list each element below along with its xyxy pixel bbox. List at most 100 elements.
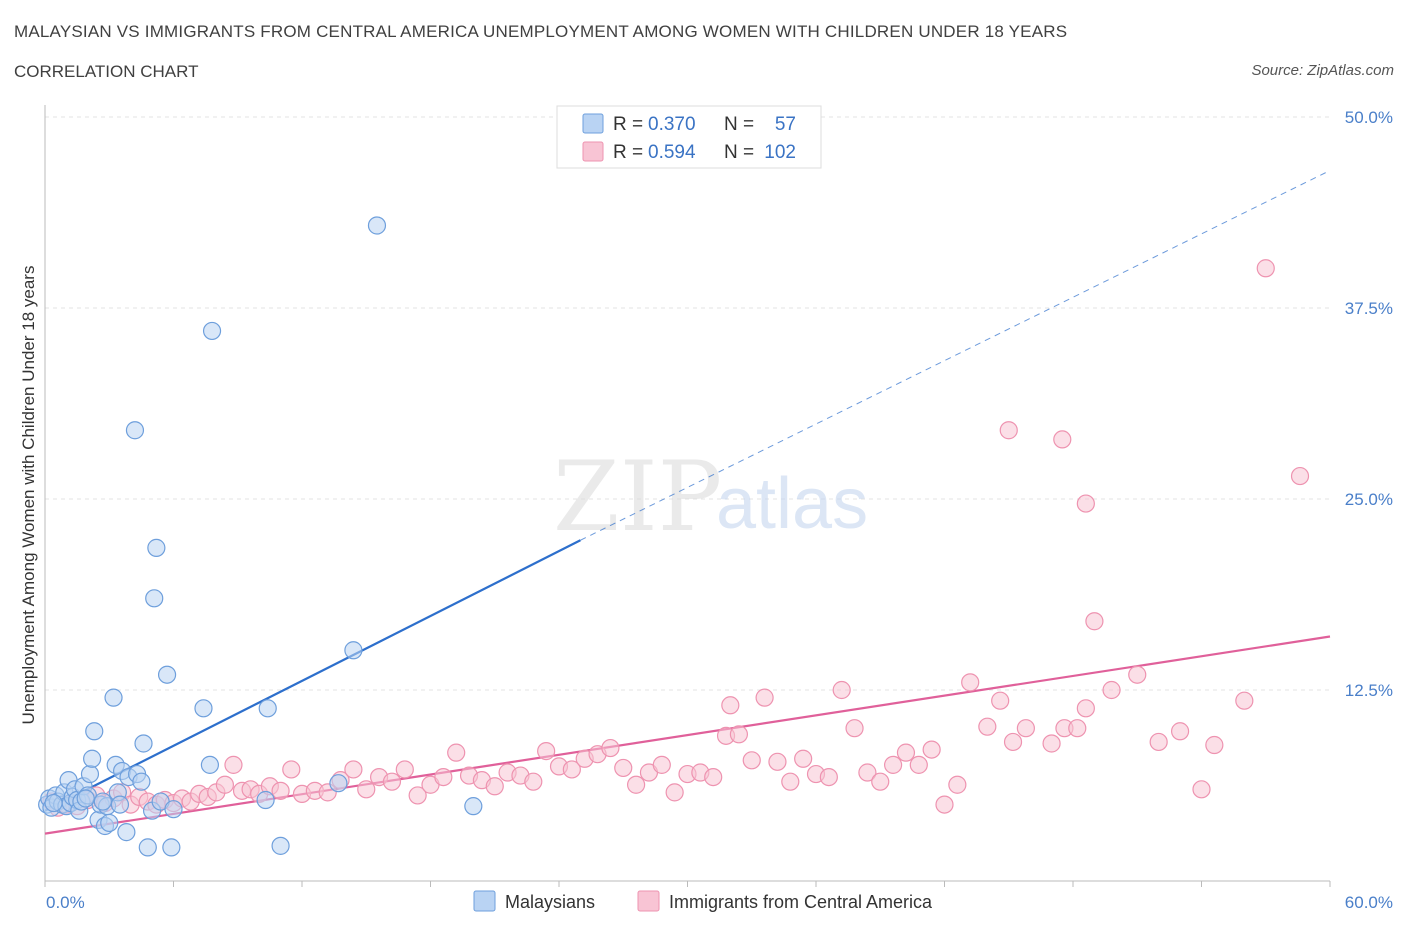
central-america-point bbox=[1076, 699, 1095, 718]
central-america-point bbox=[883, 755, 903, 774]
legend-r-value-malaysians: 0.370 bbox=[648, 114, 696, 135]
central-america-point bbox=[729, 725, 749, 744]
y-tick-label: 12.5% bbox=[1345, 681, 1393, 700]
y-tick-label: 25.0% bbox=[1345, 490, 1393, 509]
legend-r-label-malaysians: R = bbox=[613, 114, 643, 135]
central-america-point bbox=[271, 781, 290, 800]
central-america-point bbox=[781, 772, 800, 791]
malaysian-point bbox=[344, 641, 363, 660]
central-america-point bbox=[1102, 680, 1121, 700]
central-america-point bbox=[948, 775, 967, 794]
central-america-point bbox=[224, 755, 243, 774]
central-america-point bbox=[1149, 732, 1168, 752]
grid-layer: 12.5% 25.0% 37.5% 50.0% bbox=[45, 108, 1393, 700]
central-america-point bbox=[215, 775, 234, 794]
central-america-point bbox=[1205, 735, 1224, 755]
correlation-legend: R = 0.370 N = 57 R = 0.594 N = 102 bbox=[556, 105, 822, 169]
malaysian-point bbox=[76, 789, 95, 808]
malaysian-point bbox=[145, 589, 164, 608]
malaysian-point bbox=[110, 795, 130, 814]
malaysian-point bbox=[258, 699, 277, 718]
central-america-point bbox=[382, 772, 402, 791]
legend-n-value-malaysians: 57 bbox=[775, 114, 796, 135]
malaysian-point bbox=[164, 800, 183, 819]
series-legend: Malaysians Immigrants from Central Ameri… bbox=[473, 890, 933, 912]
central-america-point bbox=[1128, 665, 1147, 684]
series-legend-swatch-central-america bbox=[637, 890, 660, 912]
central-america-point bbox=[845, 719, 864, 738]
central-america-point bbox=[832, 680, 851, 700]
central-america-point bbox=[537, 742, 556, 761]
malaysian-point bbox=[200, 755, 220, 774]
malaysian-point bbox=[134, 734, 153, 753]
malaysian-trend-extension bbox=[580, 170, 1331, 541]
legend-swatch-central-america bbox=[582, 141, 604, 162]
malaysian-point bbox=[256, 790, 275, 810]
central-america-point bbox=[922, 740, 941, 759]
central-america-point bbox=[704, 767, 723, 787]
y-tick-label: 50.0% bbox=[1345, 108, 1393, 127]
malaysian-point bbox=[117, 823, 136, 842]
malaysian-point bbox=[194, 699, 213, 718]
central-america-point bbox=[665, 783, 684, 802]
central-america-point bbox=[991, 691, 1010, 710]
y-axis-title: Unemployment Among Women with Children U… bbox=[19, 266, 38, 725]
malaysian-point bbox=[464, 797, 483, 816]
legend-n-value-central-america: 102 bbox=[764, 142, 796, 163]
central-america-point bbox=[395, 760, 414, 779]
malaysian-point bbox=[271, 836, 290, 855]
central-america-point bbox=[755, 688, 774, 707]
malaysian-point bbox=[85, 722, 104, 741]
central-america-point bbox=[721, 696, 740, 715]
legend-r-value-central-america: 0.594 bbox=[648, 142, 696, 163]
central-america-point bbox=[1053, 430, 1072, 449]
central-america-point bbox=[601, 738, 620, 758]
central-america-point bbox=[742, 751, 761, 770]
malaysian-point bbox=[80, 764, 100, 784]
central-america-point bbox=[1076, 494, 1095, 513]
central-america-point bbox=[871, 772, 890, 791]
central-america-point bbox=[524, 772, 543, 791]
central-america-point bbox=[1235, 691, 1254, 710]
central-america-point bbox=[768, 752, 787, 771]
malaysian-point bbox=[83, 749, 102, 768]
legend-swatch-malaysians bbox=[582, 113, 604, 134]
data-points bbox=[38, 216, 1310, 857]
central-america-point bbox=[1068, 719, 1087, 738]
central-america-point bbox=[447, 743, 466, 762]
watermark: ZIP atlas bbox=[553, 441, 868, 553]
malaysian-point bbox=[157, 665, 177, 684]
central-america-point bbox=[1042, 734, 1061, 753]
chart-subtitle: CORRELATION CHART bbox=[14, 62, 199, 81]
central-america-point bbox=[1290, 466, 1310, 486]
malaysian-point bbox=[100, 813, 119, 833]
central-america-point bbox=[626, 775, 646, 794]
malaysian-point bbox=[162, 838, 181, 857]
malaysian-point bbox=[202, 321, 222, 341]
watermark-zip: ZIP bbox=[553, 441, 722, 553]
central-america-point bbox=[935, 795, 954, 814]
axis-layer bbox=[44, 105, 1331, 887]
malaysian-point bbox=[147, 538, 166, 557]
malaysian-point bbox=[125, 421, 145, 440]
y-tick-label: 37.5% bbox=[1345, 299, 1393, 318]
legend-r-label-central-america: R = bbox=[613, 142, 643, 163]
central-america-point bbox=[1170, 722, 1190, 741]
central-america-point bbox=[1085, 612, 1104, 631]
central-america-point bbox=[794, 749, 813, 768]
malaysian-point bbox=[93, 792, 112, 811]
central-america-point bbox=[1256, 259, 1275, 278]
watermark-atlas: atlas bbox=[716, 464, 868, 544]
legend-n-label-central-america: N = bbox=[724, 142, 754, 163]
malaysian-point bbox=[367, 216, 387, 235]
malaysian-point bbox=[104, 688, 123, 707]
central-america-point bbox=[858, 763, 877, 782]
central-america-point bbox=[896, 743, 916, 762]
x-tick-label-max: 60.0% bbox=[1345, 893, 1393, 912]
central-america-point bbox=[485, 777, 504, 796]
central-america-point bbox=[614, 758, 633, 778]
central-america-point bbox=[1016, 719, 1035, 738]
malaysian-point bbox=[132, 772, 151, 791]
series-legend-label-central-america: Immigrants from Central America bbox=[669, 892, 933, 912]
